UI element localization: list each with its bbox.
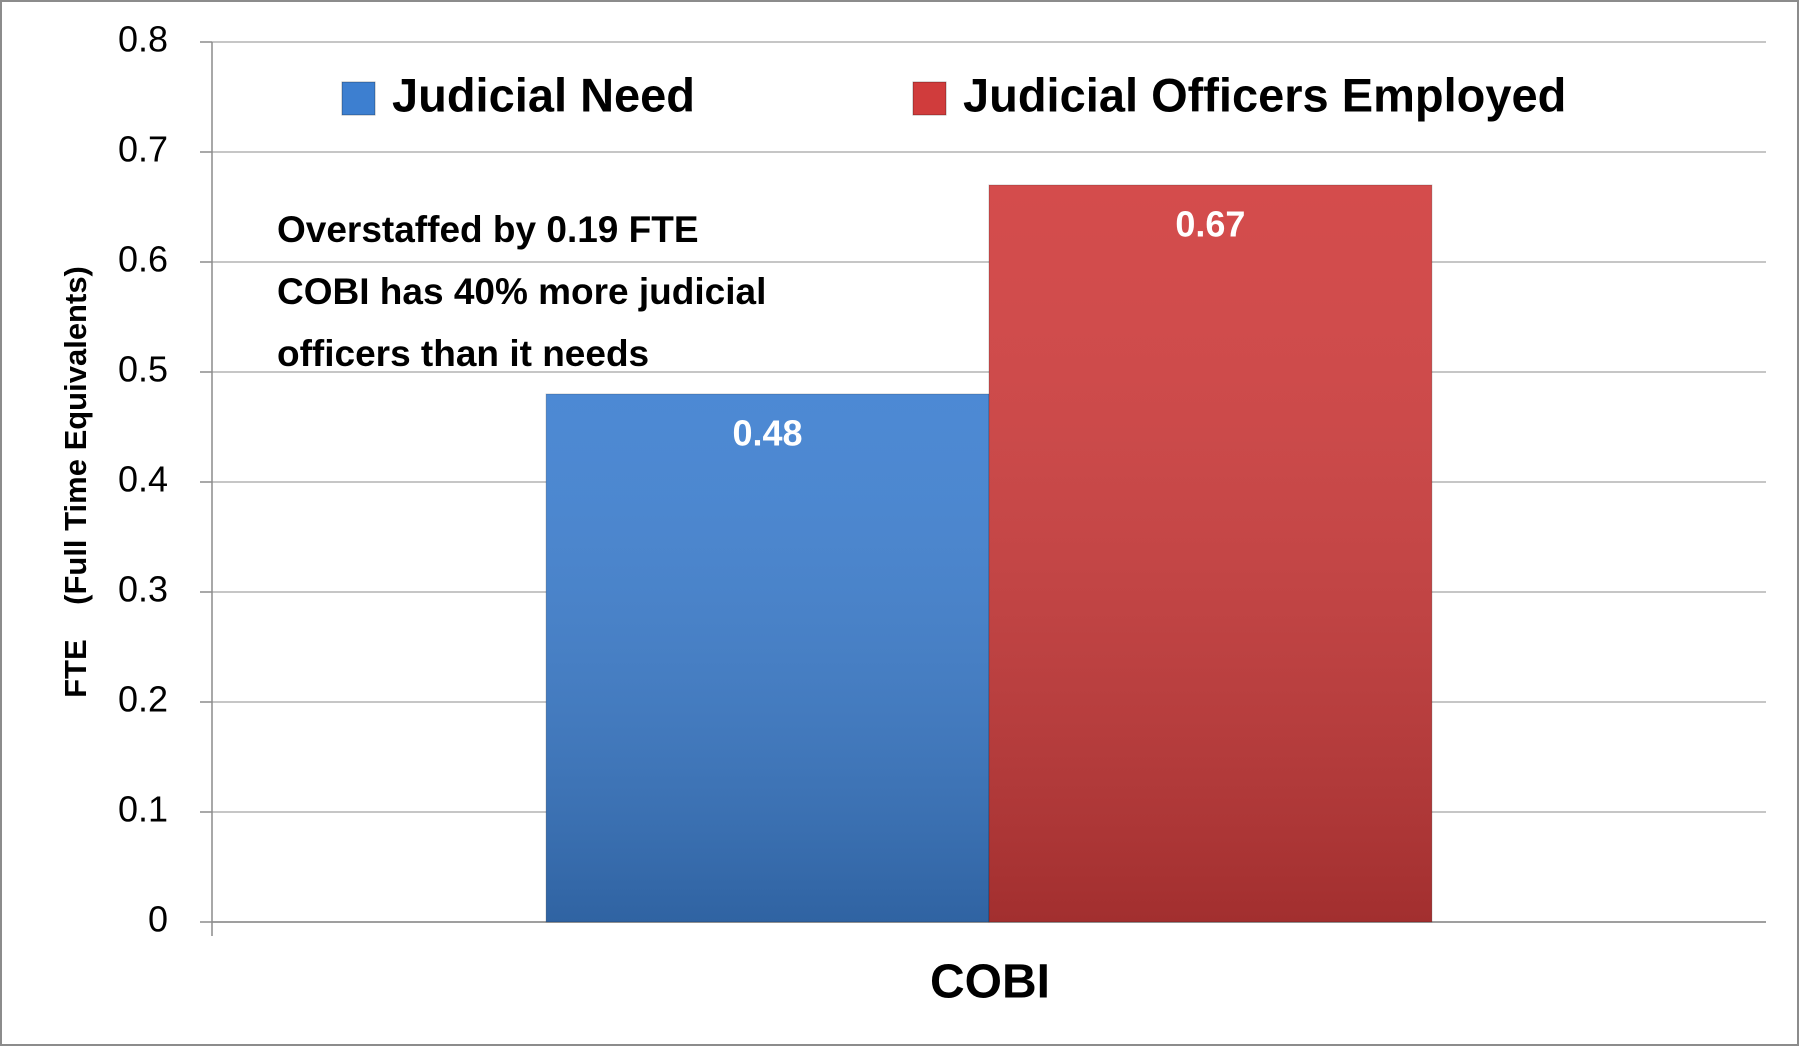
y-tick-label: 0.5 (118, 349, 168, 390)
y-tick-label: 0.3 (118, 569, 168, 610)
data-label: 0.48 (733, 413, 803, 454)
legend-label: Judicial Officers Employed (963, 68, 1566, 121)
y-tick-label: 0 (148, 899, 168, 940)
y-tick-label: 0.4 (118, 459, 168, 500)
data-label: 0.67 (1175, 204, 1245, 245)
x-tick-label: COBI (930, 956, 1050, 1009)
annotation: Overstaffed by 0.19 FTE (277, 209, 699, 250)
y-tick-label: 0.6 (118, 239, 168, 280)
bar-shade (546, 394, 989, 922)
annotation: COBI has 40% more judicial (277, 271, 766, 312)
annotation: officers than it needs (277, 333, 649, 374)
y-axis-title: FTE (Full Time Equivalents) (58, 266, 93, 698)
legend-label: Judicial Need (392, 68, 695, 121)
y-tick-label: 0.2 (118, 679, 168, 720)
legend-swatch (912, 81, 947, 116)
y-tick-label: 0.8 (118, 19, 168, 60)
y-tick-label: 0.7 (118, 129, 168, 170)
bar-shade (989, 185, 1432, 922)
legend-swatch (341, 81, 376, 116)
y-tick-label: 0.1 (118, 789, 168, 830)
